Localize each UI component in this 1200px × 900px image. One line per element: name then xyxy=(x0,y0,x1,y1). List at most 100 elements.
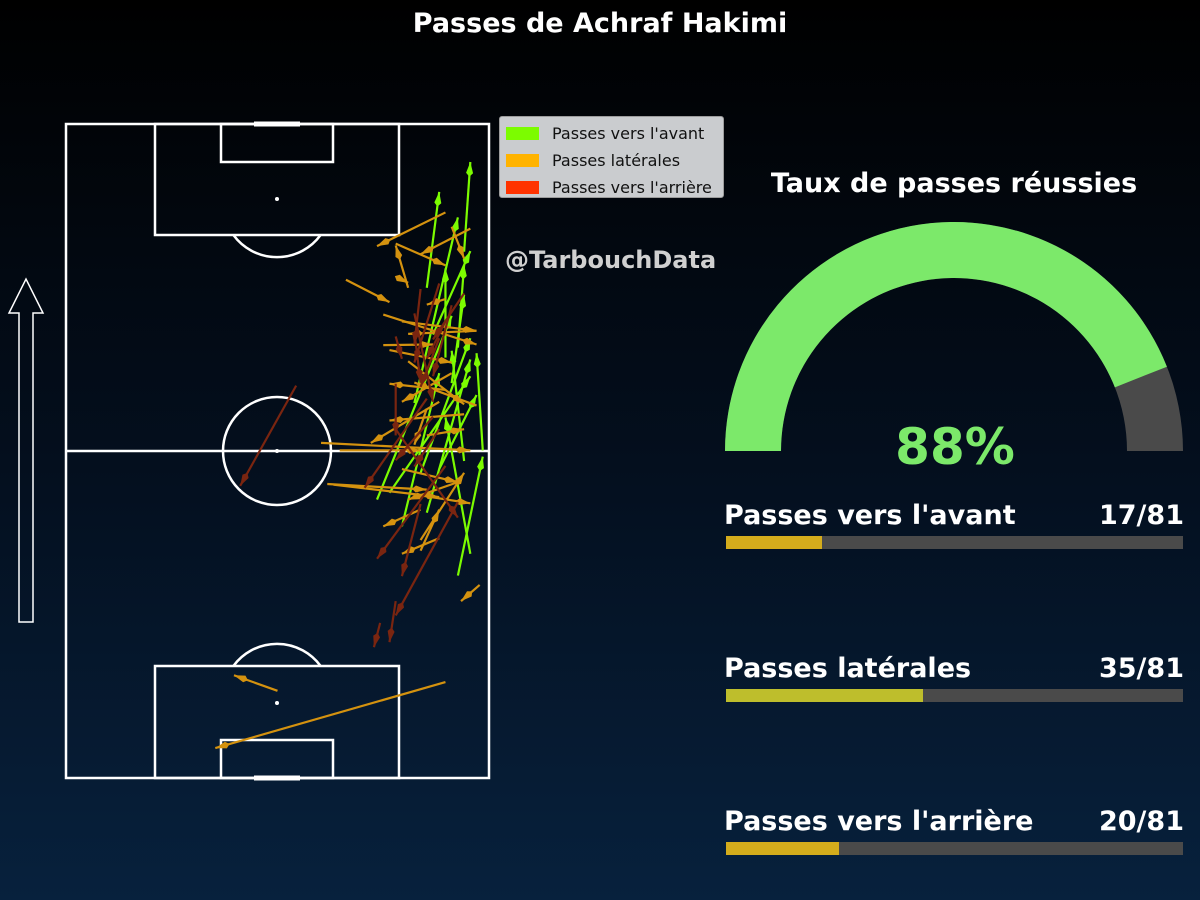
center-spot xyxy=(275,449,279,453)
pass-arrowhead-23 xyxy=(437,356,452,364)
stat-bar-lateral xyxy=(726,689,1183,702)
pass-arrowhead-67 xyxy=(415,367,423,383)
bottom-penalty-spot xyxy=(275,701,279,705)
pass-arrowhead-57 xyxy=(377,546,387,559)
pass-arrowhead-1 xyxy=(473,353,481,369)
legend-swatch-backward xyxy=(506,181,539,194)
legend-swatch-lateral xyxy=(506,154,539,167)
passes-layer xyxy=(214,161,484,750)
pass-forward-6 xyxy=(376,315,453,500)
pass-arrowhead-39 xyxy=(462,337,477,345)
legend-item-backward: Passes vers l'arrière xyxy=(506,174,723,201)
legend-item-lateral: Passes latérales xyxy=(506,147,723,174)
pass-arrowhead-54 xyxy=(432,361,440,377)
pass-arrowhead-65 xyxy=(433,327,443,340)
pass-arrowhead-4 xyxy=(451,217,459,232)
pass-backward-60 xyxy=(239,385,298,487)
pass-arrowhead-47 xyxy=(431,509,440,524)
pass-arrowhead-28 xyxy=(443,476,458,484)
gauge-value: 88% xyxy=(895,418,1015,476)
stat-bar-backward xyxy=(726,842,1183,855)
pass-arrowhead-16 xyxy=(443,417,451,432)
pass-arrowhead-3 xyxy=(466,161,474,177)
stat-value-forward: 17/81 xyxy=(1098,500,1184,531)
pass-arrowhead-53 xyxy=(420,372,428,387)
pass-arrowhead-51 xyxy=(394,274,409,283)
stat-bar-forward xyxy=(726,536,1183,549)
pass-arrowhead-69 xyxy=(395,344,403,359)
pass-arrowhead-24 xyxy=(401,393,415,402)
legend-swatch-forward xyxy=(506,127,539,140)
legend-item-forward: Passes vers l'avant xyxy=(506,120,723,147)
pass-arrowhead-68 xyxy=(392,420,400,436)
pass-arrowhead-2 xyxy=(459,264,467,280)
pass-lateral-49 xyxy=(214,681,446,750)
pass-forward-8 xyxy=(419,337,472,474)
pass-arrowhead-0 xyxy=(477,456,484,472)
pass-lateral-44 xyxy=(333,483,440,499)
stat-value-backward: 20/81 xyxy=(1098,806,1184,837)
bottom-penalty-arc xyxy=(232,642,322,667)
legend-label-forward: Passes vers l'avant xyxy=(552,124,705,143)
pass-arrowhead-20 xyxy=(376,293,390,303)
legend-label-backward: Passes vers l'arrière xyxy=(552,178,712,197)
gauge-fill-arc xyxy=(725,221,1167,451)
pass-arrowhead-17 xyxy=(377,238,391,247)
pass-arrowhead-30 xyxy=(455,498,471,506)
stat-label-backward: Passes vers l'arrière xyxy=(724,806,1034,837)
pass-arrowhead-9 xyxy=(441,268,449,284)
pass-arrowhead-37 xyxy=(389,381,405,389)
stat-value-lateral: 35/81 xyxy=(1098,653,1184,684)
pass-arrowhead-10 xyxy=(434,191,442,207)
pass-arrowhead-66 xyxy=(426,345,435,359)
stat-fill-backward xyxy=(726,842,839,855)
pass-backward-58 xyxy=(394,501,459,616)
pass-arrowhead-45 xyxy=(449,427,465,435)
pass-arrowhead-38 xyxy=(452,394,465,405)
top-penalty-spot xyxy=(275,197,279,201)
pass-lateral-39 xyxy=(382,313,477,346)
pass-arrowhead-33 xyxy=(370,434,384,443)
watermark: @TarbouchData xyxy=(505,246,717,274)
pass-forward-15 xyxy=(432,250,472,335)
pass-arrowhead-43 xyxy=(411,485,427,493)
pass-arrowhead-70 xyxy=(373,632,381,648)
pass-arrowhead-48 xyxy=(461,591,473,602)
pass-forward-1 xyxy=(475,353,484,451)
pass-arrowhead-12 xyxy=(463,359,471,374)
pass-arrowhead-25 xyxy=(389,416,405,424)
pass-arrowhead-44 xyxy=(424,492,440,500)
pass-arrowhead-61 xyxy=(395,449,406,461)
stat-label-lateral: Passes latérales xyxy=(724,653,972,684)
pass-arrowhead-52 xyxy=(427,387,435,402)
pass-arrowhead-31 xyxy=(383,518,397,527)
chart-title: Passes de Achraf Hakimi xyxy=(412,8,788,39)
attack-direction-arrow xyxy=(7,277,45,623)
pass-arrowhead-62 xyxy=(414,454,424,467)
pass-lateral-26 xyxy=(320,441,471,452)
pass-forward-0 xyxy=(456,456,484,576)
pass-arrowhead-42 xyxy=(456,244,465,259)
pass-arrowhead-60 xyxy=(240,472,249,486)
pass-arrowhead-35 xyxy=(414,430,422,445)
pass-forward-10 xyxy=(425,191,441,288)
pass-forward-16 xyxy=(444,417,472,554)
pass-arrowhead-59 xyxy=(401,561,409,577)
top-penalty-arc xyxy=(232,234,322,259)
legend-label-lateral: Passes latérales xyxy=(552,151,681,170)
stat-label-forward: Passes vers l'avant xyxy=(724,500,1016,531)
pass-arrowhead-26 xyxy=(455,446,471,454)
pass-arrowhead-19 xyxy=(431,257,446,266)
pass-backward-57 xyxy=(376,465,447,560)
pass-arrowhead-46 xyxy=(455,472,465,486)
gauge-title: Taux de passes réussies xyxy=(770,168,1138,199)
pass-arrowhead-55 xyxy=(364,475,374,488)
stat-fill-forward xyxy=(726,536,822,549)
pass-forward-3 xyxy=(463,161,472,252)
center-circle xyxy=(221,395,333,507)
pass-arrowhead-50 xyxy=(233,675,248,683)
pass-backward-52 xyxy=(413,313,435,403)
pass-backward-55 xyxy=(363,398,428,489)
